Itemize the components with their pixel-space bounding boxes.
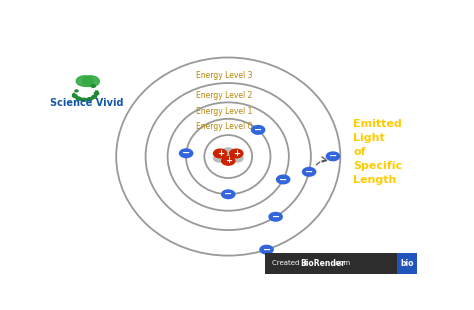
Circle shape <box>213 149 227 158</box>
Polygon shape <box>82 76 99 86</box>
Text: Energy Level 3: Energy Level 3 <box>196 71 253 80</box>
Text: −: − <box>279 175 287 184</box>
Bar <box>397 253 418 273</box>
Circle shape <box>222 157 235 165</box>
Circle shape <box>276 175 290 184</box>
Text: −: − <box>254 125 262 135</box>
Text: Science Vivid: Science Vivid <box>50 98 124 108</box>
Circle shape <box>222 148 234 156</box>
Circle shape <box>180 149 193 157</box>
Circle shape <box>76 97 81 100</box>
Circle shape <box>82 98 86 101</box>
Text: .com: .com <box>333 260 350 266</box>
Circle shape <box>213 154 225 162</box>
Text: Energy Level 1: Energy Level 1 <box>196 107 253 116</box>
Text: +: + <box>233 149 240 158</box>
Circle shape <box>269 212 282 221</box>
Text: Created in: Created in <box>272 260 310 266</box>
Circle shape <box>260 245 273 254</box>
Circle shape <box>302 167 316 176</box>
Text: BioRender: BioRender <box>300 259 345 268</box>
Circle shape <box>94 92 99 95</box>
Text: Energy Level 2: Energy Level 2 <box>196 91 253 100</box>
Polygon shape <box>76 76 93 86</box>
Text: Emitted
Light
of
Specific
Length: Emitted Light of Specific Length <box>353 119 402 185</box>
Text: −: − <box>182 148 190 158</box>
Text: +: + <box>217 149 224 158</box>
Text: −: − <box>263 245 271 255</box>
Circle shape <box>222 190 235 199</box>
Circle shape <box>326 152 339 161</box>
Circle shape <box>252 126 264 134</box>
Text: +: + <box>225 156 232 165</box>
Text: −: − <box>329 151 337 161</box>
Circle shape <box>88 98 92 100</box>
Circle shape <box>73 95 77 97</box>
Circle shape <box>91 85 95 87</box>
Text: −: − <box>305 167 313 177</box>
Bar <box>265 253 397 273</box>
Text: −: − <box>224 189 232 199</box>
Circle shape <box>231 154 243 162</box>
Circle shape <box>92 95 96 98</box>
Text: bio: bio <box>401 259 414 268</box>
Text: −: − <box>272 212 280 222</box>
Circle shape <box>75 90 78 92</box>
Circle shape <box>230 149 243 158</box>
Text: Energy Level 0: Energy Level 0 <box>196 122 253 131</box>
